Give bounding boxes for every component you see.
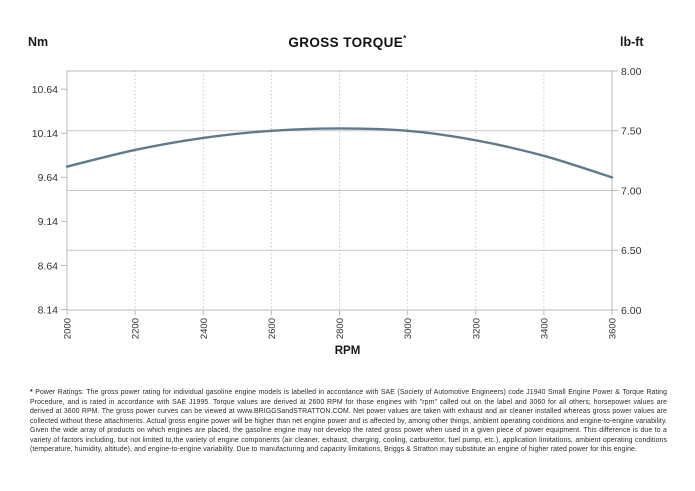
x-axis-tick-label: 3400 [539, 318, 550, 339]
left-axis-unit-label: Nm [28, 35, 49, 49]
power-ratings-footnote: * Power Ratings: The gross power rating … [30, 388, 667, 455]
x-axis-tick-label: 2800 [335, 318, 346, 339]
right-axis-tick-label: 6.00 [621, 305, 642, 317]
right-axis-tick-label: 7.50 [621, 126, 642, 138]
torque-plot: 10.64 10.14 9.64 9.14 8.64 8.14 8.00 7.50 7.00 6.… [32, 66, 642, 339]
chart-title: GROSS TORQUE* [0, 34, 695, 50]
x-axis-tick-label: 3600 [608, 318, 619, 339]
left-axis-tick-label: 10.64 [32, 84, 58, 96]
left-axis-tick-label: 9.14 [38, 216, 59, 228]
chart-title-footnote-marker: * [403, 34, 407, 43]
left-axis-tick-label: 10.14 [32, 128, 58, 140]
right-axis-tick-label: 7.00 [621, 185, 642, 197]
x-axis-tick-label: 2200 [131, 318, 142, 339]
x-axis-tick-label: 2000 [63, 318, 74, 339]
right-axis-unit-label: lb-ft [620, 35, 644, 49]
right-axis-tick-label: 8.00 [621, 66, 642, 78]
left-axis-tick-label: 9.64 [38, 172, 59, 184]
chart-title-text: GROSS TORQUE [288, 35, 404, 50]
torque-curve [65, 127, 614, 179]
x-axis-title: RPM [334, 345, 361, 357]
footnote-text: Power Ratings: The gross power rating fo… [30, 389, 667, 454]
footnote-asterisk: * [30, 389, 33, 396]
x-axis-tick-label: 2400 [199, 318, 210, 339]
right-axis-tick-label: 6.50 [621, 245, 642, 257]
x-axis-tick-label: 2600 [267, 318, 278, 339]
left-axis-tick-label: 8.14 [38, 304, 59, 316]
x-axis-tick-label: 3200 [471, 318, 482, 339]
left-axis-tick-label: 8.64 [38, 260, 59, 272]
x-axis-tick-label: 3000 [403, 318, 414, 339]
